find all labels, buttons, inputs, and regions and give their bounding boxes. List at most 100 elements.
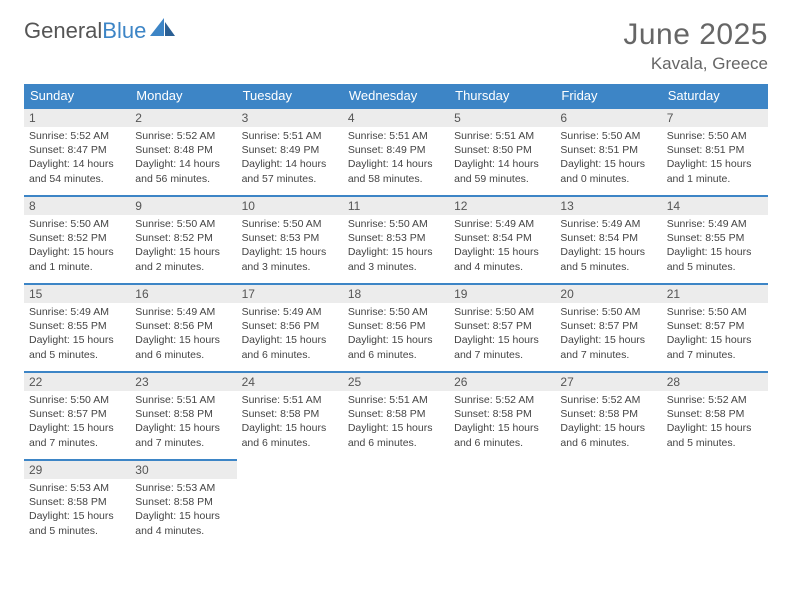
day-number: 24	[237, 371, 343, 391]
day-number: 15	[24, 283, 130, 303]
day-details: Sunrise: 5:50 AMSunset: 8:57 PMDaylight:…	[662, 303, 768, 366]
calendar-cell: 8Sunrise: 5:50 AMSunset: 8:52 PMDaylight…	[24, 195, 130, 283]
month-title: June 2025	[623, 18, 768, 52]
day-details: Sunrise: 5:49 AMSunset: 8:55 PMDaylight:…	[24, 303, 130, 366]
day-details: Sunrise: 5:50 AMSunset: 8:53 PMDaylight:…	[343, 215, 449, 278]
day-details: Sunrise: 5:52 AMSunset: 8:47 PMDaylight:…	[24, 127, 130, 190]
calendar-cell: 12Sunrise: 5:49 AMSunset: 8:54 PMDayligh…	[449, 195, 555, 283]
day-number: 2	[130, 107, 236, 127]
weekday-header: Friday	[555, 84, 661, 107]
day-details: Sunrise: 5:50 AMSunset: 8:53 PMDaylight:…	[237, 215, 343, 278]
day-number: 18	[343, 283, 449, 303]
day-details: Sunrise: 5:49 AMSunset: 8:54 PMDaylight:…	[555, 215, 661, 278]
calendar-cell: 30Sunrise: 5:53 AMSunset: 8:58 PMDayligh…	[130, 459, 236, 547]
weekday-header: Thursday	[449, 84, 555, 107]
calendar-cell: 19Sunrise: 5:50 AMSunset: 8:57 PMDayligh…	[449, 283, 555, 371]
weekday-header: Monday	[130, 84, 236, 107]
calendar-cell: 3Sunrise: 5:51 AMSunset: 8:49 PMDaylight…	[237, 107, 343, 195]
day-number: 28	[662, 371, 768, 391]
day-details: Sunrise: 5:50 AMSunset: 8:51 PMDaylight:…	[662, 127, 768, 190]
calendar-cell: 1Sunrise: 5:52 AMSunset: 8:47 PMDaylight…	[24, 107, 130, 195]
calendar-cell: 23Sunrise: 5:51 AMSunset: 8:58 PMDayligh…	[130, 371, 236, 459]
day-number: 5	[449, 107, 555, 127]
weekday-header: Sunday	[24, 84, 130, 107]
day-number: 16	[130, 283, 236, 303]
calendar-cell: 13Sunrise: 5:49 AMSunset: 8:54 PMDayligh…	[555, 195, 661, 283]
calendar-cell: 24Sunrise: 5:51 AMSunset: 8:58 PMDayligh…	[237, 371, 343, 459]
day-number: 13	[555, 195, 661, 215]
day-details: Sunrise: 5:50 AMSunset: 8:57 PMDaylight:…	[24, 391, 130, 454]
calendar-row: 15Sunrise: 5:49 AMSunset: 8:55 PMDayligh…	[24, 283, 768, 371]
day-details: Sunrise: 5:49 AMSunset: 8:56 PMDaylight:…	[130, 303, 236, 366]
calendar-cell: 28Sunrise: 5:52 AMSunset: 8:58 PMDayligh…	[662, 371, 768, 459]
calendar-cell: 20Sunrise: 5:50 AMSunset: 8:57 PMDayligh…	[555, 283, 661, 371]
day-details: Sunrise: 5:49 AMSunset: 8:55 PMDaylight:…	[662, 215, 768, 278]
day-number: 9	[130, 195, 236, 215]
calendar-cell: 21Sunrise: 5:50 AMSunset: 8:57 PMDayligh…	[662, 283, 768, 371]
calendar-cell: 18Sunrise: 5:50 AMSunset: 8:56 PMDayligh…	[343, 283, 449, 371]
weekday-header-row: Sunday Monday Tuesday Wednesday Thursday…	[24, 84, 768, 107]
day-details: Sunrise: 5:50 AMSunset: 8:51 PMDaylight:…	[555, 127, 661, 190]
day-number: 27	[555, 371, 661, 391]
weekday-header: Saturday	[662, 84, 768, 107]
day-number: 30	[130, 459, 236, 479]
calendar-cell-empty	[343, 459, 449, 547]
day-details: Sunrise: 5:52 AMSunset: 8:48 PMDaylight:…	[130, 127, 236, 190]
calendar-row: 1Sunrise: 5:52 AMSunset: 8:47 PMDaylight…	[24, 107, 768, 195]
weekday-header: Tuesday	[237, 84, 343, 107]
day-details: Sunrise: 5:51 AMSunset: 8:50 PMDaylight:…	[449, 127, 555, 190]
day-details: Sunrise: 5:52 AMSunset: 8:58 PMDaylight:…	[662, 391, 768, 454]
day-details: Sunrise: 5:51 AMSunset: 8:49 PMDaylight:…	[343, 127, 449, 190]
day-details: Sunrise: 5:49 AMSunset: 8:54 PMDaylight:…	[449, 215, 555, 278]
day-details: Sunrise: 5:53 AMSunset: 8:58 PMDaylight:…	[130, 479, 236, 542]
day-number: 6	[555, 107, 661, 127]
day-details: Sunrise: 5:53 AMSunset: 8:58 PMDaylight:…	[24, 479, 130, 542]
calendar-cell: 15Sunrise: 5:49 AMSunset: 8:55 PMDayligh…	[24, 283, 130, 371]
calendar-cell: 29Sunrise: 5:53 AMSunset: 8:58 PMDayligh…	[24, 459, 130, 547]
sail-icon	[150, 18, 176, 44]
calendar-cell: 27Sunrise: 5:52 AMSunset: 8:58 PMDayligh…	[555, 371, 661, 459]
day-details: Sunrise: 5:51 AMSunset: 8:58 PMDaylight:…	[130, 391, 236, 454]
day-number: 19	[449, 283, 555, 303]
day-details: Sunrise: 5:50 AMSunset: 8:56 PMDaylight:…	[343, 303, 449, 366]
weekday-header: Wednesday	[343, 84, 449, 107]
day-number: 10	[237, 195, 343, 215]
calendar-cell-empty	[237, 459, 343, 547]
calendar-cell: 9Sunrise: 5:50 AMSunset: 8:52 PMDaylight…	[130, 195, 236, 283]
calendar-cell: 17Sunrise: 5:49 AMSunset: 8:56 PMDayligh…	[237, 283, 343, 371]
calendar-row: 29Sunrise: 5:53 AMSunset: 8:58 PMDayligh…	[24, 459, 768, 547]
calendar-cell-empty	[555, 459, 661, 547]
day-number: 8	[24, 195, 130, 215]
day-details: Sunrise: 5:51 AMSunset: 8:58 PMDaylight:…	[237, 391, 343, 454]
day-number: 25	[343, 371, 449, 391]
day-details: Sunrise: 5:50 AMSunset: 8:57 PMDaylight:…	[449, 303, 555, 366]
day-number: 3	[237, 107, 343, 127]
calendar-cell: 7Sunrise: 5:50 AMSunset: 8:51 PMDaylight…	[662, 107, 768, 195]
day-number: 7	[662, 107, 768, 127]
brand-part2: Blue	[102, 18, 146, 44]
day-details: Sunrise: 5:52 AMSunset: 8:58 PMDaylight:…	[555, 391, 661, 454]
day-details: Sunrise: 5:49 AMSunset: 8:56 PMDaylight:…	[237, 303, 343, 366]
day-details: Sunrise: 5:51 AMSunset: 8:58 PMDaylight:…	[343, 391, 449, 454]
brand-part1: General	[24, 18, 102, 44]
day-number: 12	[449, 195, 555, 215]
title-block: June 2025 Kavala, Greece	[623, 18, 768, 74]
day-number: 11	[343, 195, 449, 215]
day-details: Sunrise: 5:52 AMSunset: 8:58 PMDaylight:…	[449, 391, 555, 454]
calendar-table: Sunday Monday Tuesday Wednesday Thursday…	[24, 84, 768, 547]
calendar-cell: 4Sunrise: 5:51 AMSunset: 8:49 PMDaylight…	[343, 107, 449, 195]
calendar-cell: 6Sunrise: 5:50 AMSunset: 8:51 PMDaylight…	[555, 107, 661, 195]
day-details: Sunrise: 5:50 AMSunset: 8:52 PMDaylight:…	[130, 215, 236, 278]
day-number: 1	[24, 107, 130, 127]
page-header: GeneralBlue June 2025 Kavala, Greece	[24, 18, 768, 74]
day-number: 23	[130, 371, 236, 391]
day-number: 4	[343, 107, 449, 127]
calendar-cell: 25Sunrise: 5:51 AMSunset: 8:58 PMDayligh…	[343, 371, 449, 459]
calendar-cell-empty	[449, 459, 555, 547]
calendar-cell: 14Sunrise: 5:49 AMSunset: 8:55 PMDayligh…	[662, 195, 768, 283]
calendar-cell: 10Sunrise: 5:50 AMSunset: 8:53 PMDayligh…	[237, 195, 343, 283]
calendar-cell: 22Sunrise: 5:50 AMSunset: 8:57 PMDayligh…	[24, 371, 130, 459]
day-number: 22	[24, 371, 130, 391]
calendar-cell: 26Sunrise: 5:52 AMSunset: 8:58 PMDayligh…	[449, 371, 555, 459]
calendar-row: 22Sunrise: 5:50 AMSunset: 8:57 PMDayligh…	[24, 371, 768, 459]
